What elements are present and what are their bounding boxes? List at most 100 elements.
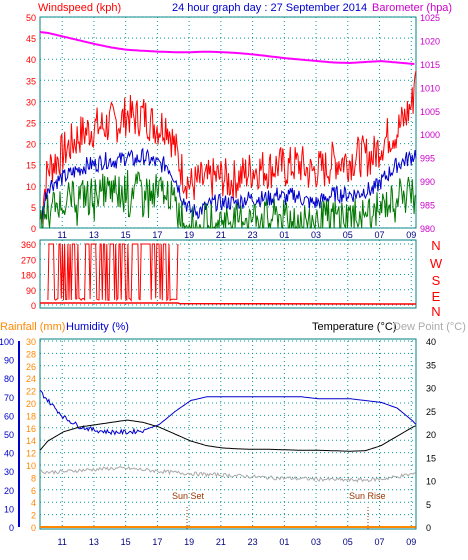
wind-x-tick-label: 19 xyxy=(184,230,194,240)
temperature-line xyxy=(39,419,416,452)
wind-tick-label: 0 xyxy=(31,224,36,234)
temperature-x-tick-label: 15 xyxy=(121,537,131,547)
rain-tick-label: 30 xyxy=(26,337,36,347)
series-layer xyxy=(39,31,417,528)
wind-tick-label: 40 xyxy=(26,55,36,65)
wind-tick-label: 25 xyxy=(26,119,36,129)
direction-letter-s: S xyxy=(432,273,441,288)
humidity-tick-label: 60 xyxy=(4,411,14,421)
temperature-x-tick-label: 23 xyxy=(248,537,258,547)
temperature-tick-label: 20 xyxy=(426,430,436,440)
direction-letter-e: E xyxy=(432,289,441,304)
wind-tick-label: 5 xyxy=(31,203,36,213)
wind-x-tick-label: 01 xyxy=(279,230,289,240)
wind-tick-label: 35 xyxy=(26,76,36,86)
wind-tick-label: 30 xyxy=(26,97,36,107)
temperature-x-tick-label: 09 xyxy=(406,537,416,547)
rain-tick-label: 26 xyxy=(26,362,36,372)
humidity-line xyxy=(39,389,417,436)
rain-tick-label: 22 xyxy=(26,387,36,397)
rain-tick-label: 16 xyxy=(26,424,36,434)
rain-tick-label: 8 xyxy=(31,473,36,483)
temperature-tick-label: 30 xyxy=(426,384,436,394)
temperature-x-tick-label: 01 xyxy=(279,537,289,547)
humidity-tick-label: 90 xyxy=(4,356,14,366)
humidity-tick-label: 100 xyxy=(0,337,14,347)
temperature-x-tick-label: 05 xyxy=(343,537,353,547)
barometer-tick-label: 1005 xyxy=(420,107,440,117)
direction-tick-label: 270 xyxy=(21,255,36,265)
wind-x-tick-label: 11 xyxy=(58,230,67,240)
temperature-tick-label: 5 xyxy=(426,500,431,510)
barometer-tick-label: 980 xyxy=(420,224,435,234)
rain-tick-label: 12 xyxy=(26,449,36,459)
barometer-tick-label: 1025 xyxy=(420,13,440,23)
barometer-tick-label: 995 xyxy=(420,154,435,164)
temperature-tick-label: 40 xyxy=(426,337,436,347)
sunrise-label: Sun Rise xyxy=(349,491,386,501)
dewpoint-axis-label: Dew Point (°C) xyxy=(393,321,466,333)
rain-tick-label: 28 xyxy=(26,349,36,359)
barometer-tick-label: 1010 xyxy=(420,83,440,93)
temperature-x-tick-label: 07 xyxy=(375,537,385,547)
humidity-tick-label: 0 xyxy=(9,523,14,533)
humidity-tick-label: 50 xyxy=(4,430,14,440)
barometer-line xyxy=(39,31,415,65)
wind-x-tick-label: 03 xyxy=(311,230,321,240)
wind-x-tick-label: 09 xyxy=(406,230,416,240)
wind-tick-label: 20 xyxy=(26,140,36,150)
rain-tick-label: 24 xyxy=(26,374,36,384)
rain-tick-label: 14 xyxy=(26,436,36,446)
temperature-tick-label: 0 xyxy=(426,523,431,533)
wind-x-tick-label: 05 xyxy=(343,230,353,240)
wind-lull-line xyxy=(39,169,417,230)
wind-x-tick-label: 17 xyxy=(152,230,162,240)
temperature-x-tick-label: 03 xyxy=(311,537,321,547)
rain-tick-label: 0 xyxy=(31,523,36,533)
rain-tick-label: 20 xyxy=(26,399,36,409)
dewpoint-line xyxy=(39,465,416,483)
humidity-tick-label: 40 xyxy=(4,449,14,459)
direction-tick-label: 0 xyxy=(31,301,36,311)
humidity-tick-label: 70 xyxy=(4,393,14,403)
direction-letter-n-top: N xyxy=(431,238,440,253)
temperature-x-tick-label: 21 xyxy=(216,537,226,547)
wind-tick-label: 10 xyxy=(26,182,36,192)
wind-tick-label: 45 xyxy=(26,34,36,44)
direction-letter-n-bottom: N xyxy=(431,304,440,319)
humidity-tick-label: 80 xyxy=(4,374,14,384)
temperature-axis-label: Temperature (°C) xyxy=(312,321,396,333)
temperature-tick-label: 35 xyxy=(426,360,436,370)
wind-x-tick-label: 13 xyxy=(89,230,99,240)
direction-tick-label: 360 xyxy=(21,240,36,250)
temperature-x-tick-label: 13 xyxy=(89,537,99,547)
wind-x-tick-label: 23 xyxy=(248,230,258,240)
barometer-tick-label: 990 xyxy=(420,177,435,187)
temperature-tick-label: 25 xyxy=(426,407,436,417)
humidity-axis-label: Humidity (%) xyxy=(66,321,129,333)
temperature-tick-label: 15 xyxy=(426,453,436,463)
wind-average-line xyxy=(39,147,417,220)
direction-tick-label: 90 xyxy=(26,286,36,296)
humidity-tick-label: 20 xyxy=(4,486,14,496)
direction-line xyxy=(40,302,417,305)
temperature-panel-frame xyxy=(39,338,417,530)
rain-tick-label: 2 xyxy=(31,511,36,521)
rain-tick-label: 10 xyxy=(26,461,36,471)
barometer-axis-label: Barometer (hpa) xyxy=(372,2,452,14)
wind-x-tick-label: 15 xyxy=(121,230,131,240)
rain-tick-label: 6 xyxy=(31,486,36,496)
wind-tick-label: 50 xyxy=(26,13,36,23)
barometer-tick-label: 1000 xyxy=(420,130,440,140)
direction-tick-label: 180 xyxy=(21,271,36,281)
wind-x-tick-label: 07 xyxy=(375,230,385,240)
barometer-tick-label: 985 xyxy=(420,201,435,211)
windspeed-axis-label: Windspeed (kph) xyxy=(38,2,121,14)
temperature-x-tick-label: 17 xyxy=(152,537,162,547)
wind-tick-label: 15 xyxy=(26,161,36,171)
wind-x-tick-label: 21 xyxy=(216,230,226,240)
rainfall-axis-label: Rainfall (mm) xyxy=(0,321,65,333)
